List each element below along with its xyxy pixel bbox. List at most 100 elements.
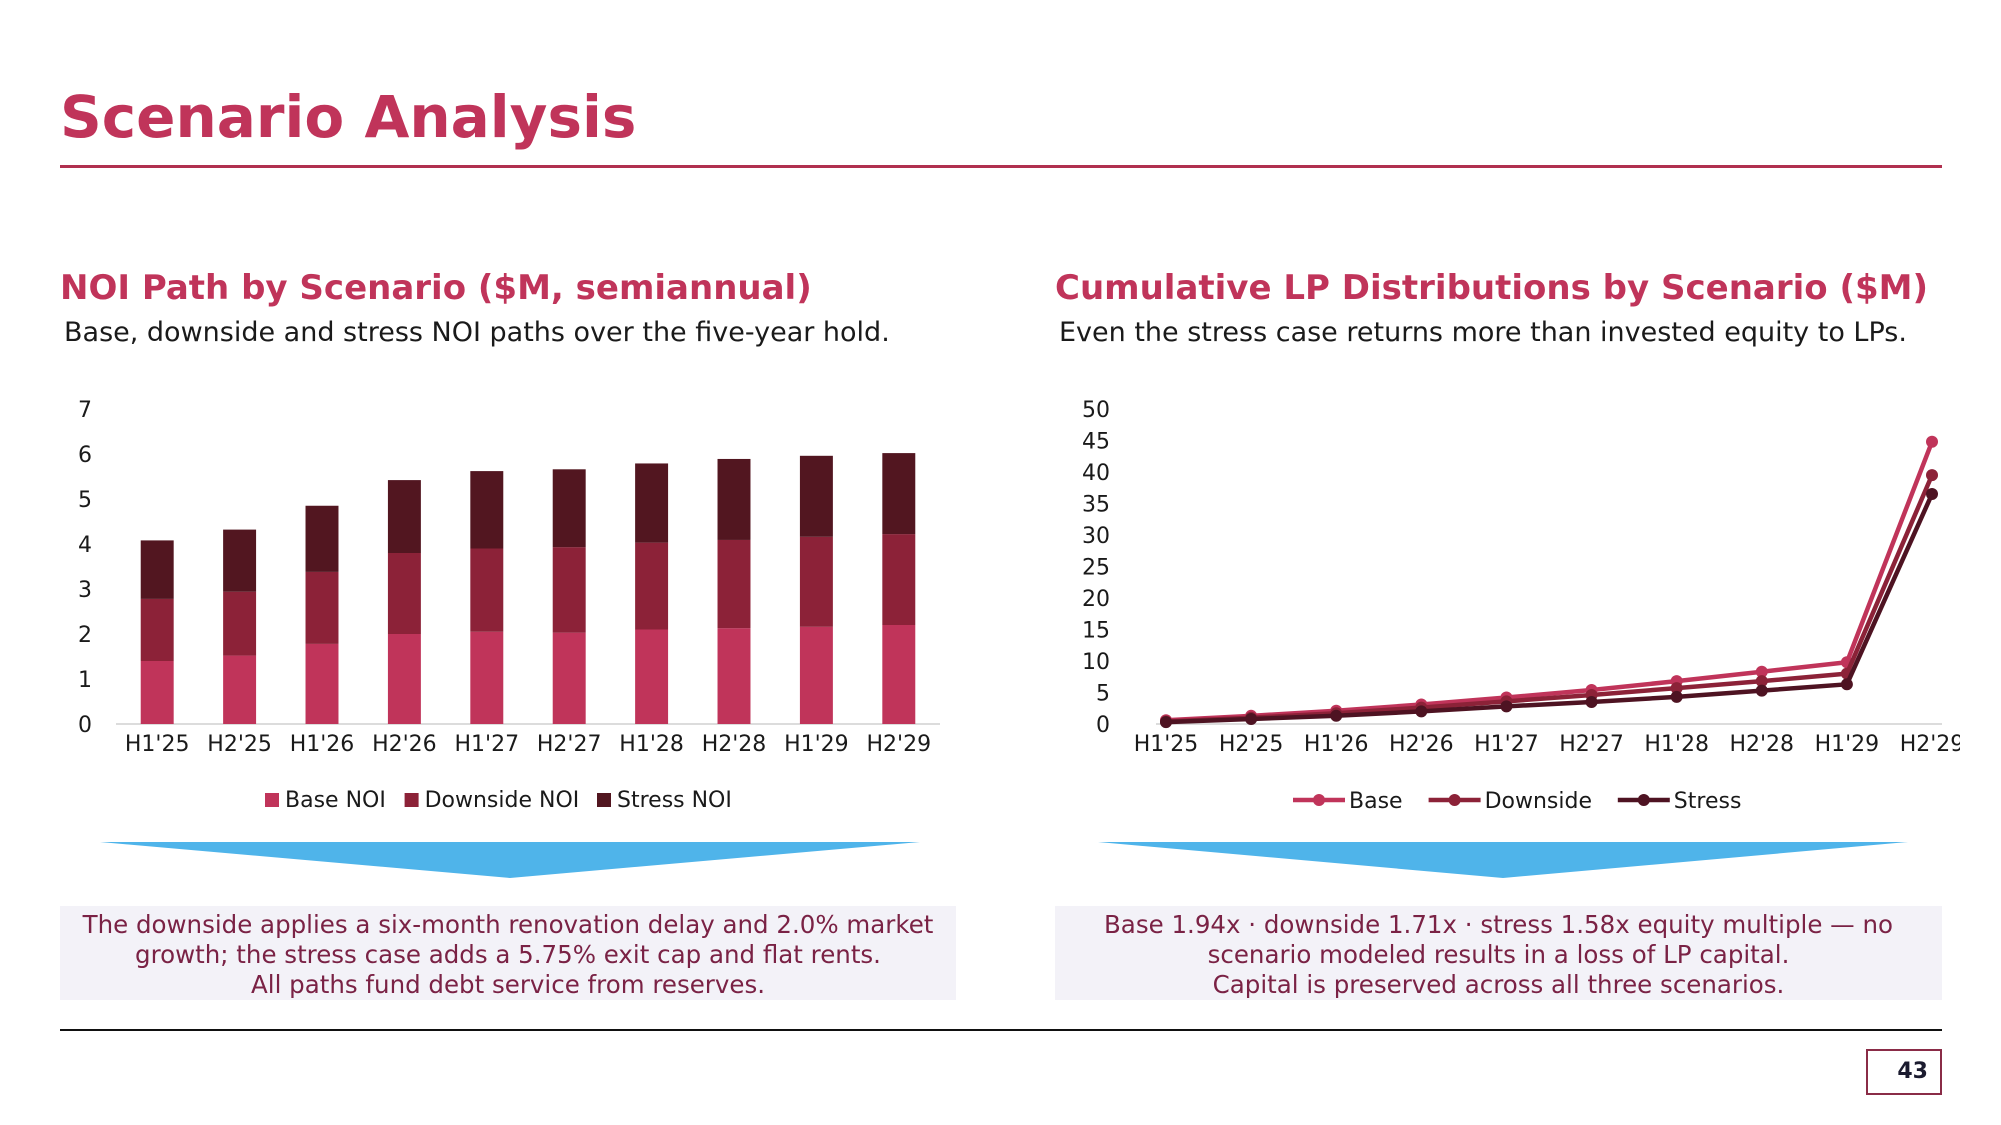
x-tick-label: H2'27 [537, 732, 602, 757]
y-tick-label: 0 [78, 713, 92, 738]
bar-segment [552, 469, 586, 548]
noi-chart-title: NOI Path by Scenario ($M, semiannual) [60, 268, 812, 308]
y-tick-label: 3 [78, 578, 92, 603]
y-tick-label: 30 [1082, 524, 1110, 549]
y-tick-label: 7 [78, 398, 92, 423]
lp-callout-line: Capital is preserved across all three sc… [1212, 970, 1785, 999]
x-tick-label: H2'28 [702, 732, 767, 757]
y-tick-label: 1 [78, 668, 92, 693]
legend-label: Downside NOI [425, 788, 580, 813]
legend-label: Downside [1485, 789, 1592, 814]
noi-bar-chart: 0 1 2 3 4 5 6 7 H1'25 H2'25 H1'26 H2'26 H1'27 H2'27 H1… [78, 398, 940, 813]
bar-segment [140, 661, 174, 724]
bar-segment [470, 548, 504, 632]
data-point [1840, 678, 1853, 691]
bar-segment [799, 455, 833, 537]
y-tick-label: 5 [1096, 682, 1110, 707]
bar-segment [717, 458, 751, 540]
page-number: 43 [1866, 1049, 1942, 1095]
title-divider [60, 165, 1942, 168]
series-line [1165, 493, 1935, 725]
legend-marker [1448, 794, 1461, 806]
bar-segment [470, 471, 504, 549]
x-tick-label: H2'25 [1219, 732, 1284, 757]
legend-swatch [404, 793, 419, 807]
lp-chart-title: Cumulative LP Distributions by Scenario … [1055, 268, 1929, 308]
data-point [1160, 716, 1172, 729]
bar-segment [387, 480, 421, 553]
y-tick-label: 25 [1082, 556, 1110, 581]
bar-segment [799, 626, 833, 724]
bar-segment [223, 655, 257, 724]
y-tick-label: 4 [78, 533, 92, 558]
bar-segment [140, 540, 174, 599]
y-tick-label: 35 [1082, 493, 1110, 518]
noi-callout-line: All paths fund debt service from reserve… [251, 970, 765, 999]
callout-arrow-left [100, 842, 920, 878]
data-point [1670, 690, 1683, 703]
lp-chart-subtitle: Even the stress case returns more than i… [1059, 317, 1907, 348]
bar-segment [882, 534, 916, 625]
bar-segment [717, 628, 751, 724]
x-tick-label: H2'25 [207, 732, 272, 757]
bar-segment [470, 631, 504, 724]
data-point [1585, 695, 1598, 708]
y-tick-label: 0 [1096, 713, 1110, 738]
data-point [1500, 700, 1513, 713]
x-tick-label: H2'26 [372, 732, 437, 757]
y-tick-label: 50 [1082, 398, 1110, 423]
data-point [1245, 712, 1258, 725]
legend-label: Base NOI [285, 788, 386, 813]
x-tick-label: H1'28 [619, 732, 684, 757]
x-tick-label: H1'26 [290, 732, 355, 757]
lp-distributions-line-chart: 0 5 10 15 20 25 30 35 40 45 50 H1'25 H2'25 H1'26 H2'26… [1082, 398, 1960, 814]
callout-arrow-right [1098, 842, 1908, 878]
bar-segment [882, 453, 916, 535]
x-tick-label: H1'29 [1815, 732, 1880, 757]
bar-segment [882, 625, 916, 724]
noi-callout-box: The downside applies a six-month renovat… [60, 906, 956, 1000]
y-tick-label: 5 [78, 488, 92, 513]
bar-segment [717, 539, 751, 629]
x-tick-label: H2'27 [1559, 732, 1624, 757]
bar-segment [552, 632, 586, 724]
y-tick-label: 45 [1082, 430, 1110, 455]
x-tick-label: H2'29 [1900, 732, 1960, 757]
y-tick-label: 10 [1082, 650, 1110, 675]
data-point [1755, 665, 1768, 678]
data-point [1926, 469, 1938, 482]
lp-callout-line: Base 1.94x · downside 1.71x · stress 1.5… [1104, 910, 1893, 939]
x-tick-label: H1'27 [1474, 732, 1539, 757]
legend-swatch [597, 793, 611, 807]
y-tick-label: 6 [78, 443, 92, 468]
x-tick-label: H1'26 [1304, 732, 1369, 757]
x-tick-label: H2'26 [1389, 732, 1454, 757]
x-tick-label: H1'28 [1644, 732, 1709, 757]
data-point [1926, 435, 1938, 448]
data-point [1330, 709, 1343, 722]
legend-swatch [265, 793, 279, 807]
data-point [1670, 682, 1683, 695]
bar-segment [305, 643, 339, 724]
x-tick-label: H1'25 [125, 732, 190, 757]
x-tick-label: H2'28 [1729, 732, 1794, 757]
bar-segment [387, 634, 421, 724]
bar-segment [223, 591, 257, 656]
bar-segment [635, 542, 669, 630]
legend-label: Stress [1674, 789, 1742, 814]
bar-segment [305, 505, 339, 572]
legend-marker [1313, 794, 1325, 806]
bar-segment [305, 571, 339, 644]
y-tick-label: 20 [1082, 587, 1110, 612]
data-point [1926, 488, 1938, 501]
bar-segment [552, 547, 586, 633]
noi-callout-line: The downside applies a six-month renovat… [82, 910, 934, 939]
y-tick-label: 2 [78, 623, 92, 648]
x-tick-label: H2'29 [867, 732, 932, 757]
x-tick-label: H1'27 [455, 732, 520, 757]
lp-callout-line: scenario modeled results in a loss of LP… [1207, 940, 1790, 969]
data-point [1415, 705, 1428, 718]
bar-segment [635, 463, 669, 543]
bar-segment [387, 553, 421, 634]
y-tick-label: 15 [1082, 619, 1110, 644]
